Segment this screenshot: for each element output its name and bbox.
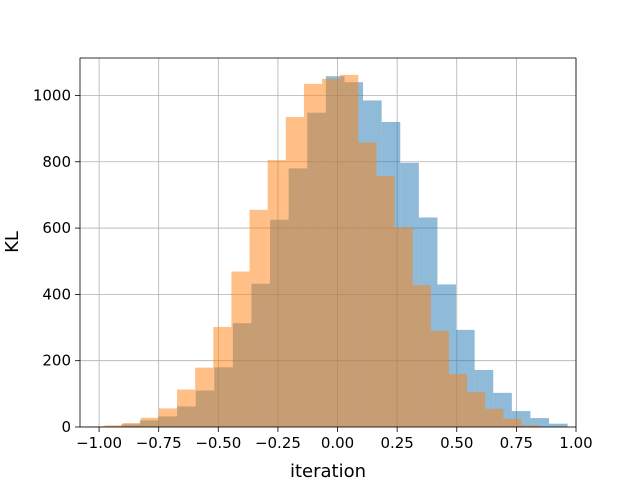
plot-frame bbox=[79, 57, 577, 428]
histogram-bar-series-1 bbox=[530, 418, 550, 427]
histogram-bar-series-2 bbox=[267, 160, 286, 427]
x-tick-label: −1.00 bbox=[76, 434, 122, 452]
histogram-bar-series-2 bbox=[358, 142, 377, 427]
histogram-bar-series-2 bbox=[322, 78, 341, 428]
histogram-bar-series-2 bbox=[503, 418, 522, 427]
y-axis: 0 200 400 600 800 1000 bbox=[33, 86, 80, 436]
y-tick-label: 800 bbox=[42, 153, 71, 171]
x-tick-label: 1.00 bbox=[559, 434, 592, 452]
x-tick-label: 0.25 bbox=[380, 434, 413, 452]
y-tick-label: 1000 bbox=[33, 86, 71, 104]
histogram-bar-series-2 bbox=[303, 83, 323, 428]
y-tick-label: 200 bbox=[42, 352, 71, 370]
y-tick-label: 0 bbox=[61, 418, 71, 436]
x-tick-label: −0.50 bbox=[195, 434, 241, 452]
y-tick-label: 600 bbox=[42, 219, 71, 237]
y-tick-label: 400 bbox=[42, 285, 71, 303]
x-axis-label: iteration bbox=[290, 461, 366, 480]
histogram-bar-series-2 bbox=[521, 425, 540, 427]
histogram-bar-series-2 bbox=[122, 423, 141, 427]
histogram-bar-series-2 bbox=[448, 373, 468, 427]
histogram-bar-series-2 bbox=[285, 117, 304, 427]
histogram-bar-series-2 bbox=[249, 209, 268, 427]
x-tick-label: −0.75 bbox=[136, 434, 182, 452]
x-tick-label: 0.75 bbox=[500, 434, 533, 452]
histogram-bar-series-2 bbox=[467, 392, 486, 427]
histogram-bar-series-2 bbox=[140, 417, 159, 427]
histogram-bar-series-2 bbox=[213, 326, 232, 427]
histogram-bar-series-2 bbox=[158, 408, 178, 427]
x-axis: −1.00 −0.75 −0.50 −0.25 0.00 0.25 0.50 0.75 1.00 bbox=[76, 427, 593, 452]
histogram-bar-series-2 bbox=[231, 271, 250, 427]
x-tick-label: 0.50 bbox=[440, 434, 473, 452]
histogram-bar-series-2 bbox=[376, 176, 395, 427]
x-tick-label: 0.00 bbox=[321, 434, 354, 452]
histogram-bar-series-2 bbox=[340, 74, 359, 427]
x-tick-label: −0.25 bbox=[255, 434, 301, 452]
histogram-bar-series-2 bbox=[394, 227, 413, 427]
bars-layer bbox=[86, 74, 568, 428]
histogram-bar-series-2 bbox=[412, 285, 431, 427]
histogram-bar-series-1 bbox=[549, 423, 568, 427]
histogram-bar-series-2 bbox=[430, 330, 449, 427]
histogram-bar-series-2 bbox=[195, 367, 214, 427]
histogram-bar-series-2 bbox=[177, 389, 196, 427]
y-axis-label: KL bbox=[2, 231, 23, 253]
histogram-bar-series-2 bbox=[104, 425, 123, 427]
histogram-bar-series-2 bbox=[485, 408, 504, 427]
